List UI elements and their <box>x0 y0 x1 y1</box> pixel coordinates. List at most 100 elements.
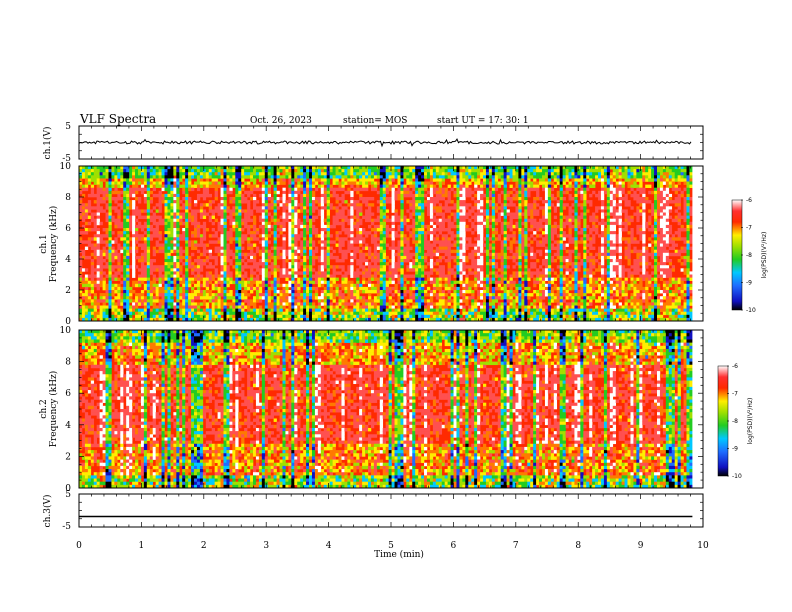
spectrogram-cell <box>397 262 401 266</box>
spectrogram-cell <box>441 249 445 254</box>
spectrogram-cell <box>152 172 156 176</box>
spectrogram-cell <box>108 218 112 223</box>
spectrogram-cell <box>394 311 398 316</box>
spectrogram-cell <box>191 293 195 297</box>
spectrogram-cell <box>309 209 313 213</box>
spectrogram-cell <box>314 249 319 254</box>
spectrogram-cell <box>320 190 325 195</box>
spectrogram-cell <box>382 224 386 229</box>
spectrogram-cell <box>202 317 207 321</box>
spectrogram-cell <box>332 317 336 321</box>
spectrogram-cell <box>111 283 115 288</box>
spectrogram-cell <box>108 166 112 170</box>
spectrogram-cell <box>412 218 416 223</box>
spectrogram-cell <box>450 243 454 247</box>
spectrogram-cell <box>196 293 201 297</box>
spectrogram-cell <box>356 206 360 210</box>
spectrogram-cell <box>397 228 401 232</box>
spectrogram-cell <box>164 209 168 213</box>
spectrogram-cell <box>208 293 213 297</box>
spectrogram-cell <box>444 283 448 288</box>
spectrogram-cell <box>341 277 345 281</box>
spectrogram-cell <box>170 265 174 269</box>
spectrogram-cell <box>182 166 186 170</box>
spectrogram-cell <box>79 293 83 297</box>
spectrogram-cell <box>303 215 307 219</box>
spectrogram-cell <box>120 197 124 201</box>
spectrogram-cell <box>415 293 419 297</box>
spectrogram-cell <box>220 246 224 250</box>
spectrogram-cell <box>99 175 103 179</box>
spectrogram-cell <box>359 252 363 257</box>
spectrogram-cell <box>182 280 186 285</box>
spectrogram-cell <box>199 314 204 319</box>
spectrogram-cell <box>379 224 384 229</box>
spectrogram-cell <box>196 280 201 285</box>
spectrogram-cell <box>161 290 165 294</box>
spectrogram-cell <box>415 218 419 223</box>
spectrogram-cell <box>244 221 248 226</box>
spectrogram-cell <box>123 231 127 235</box>
spectrogram-cell <box>93 237 97 241</box>
spectrogram-cell <box>244 290 248 294</box>
spectrogram-cell <box>285 308 289 312</box>
spectrogram-cell <box>235 243 239 247</box>
spectrogram-cell <box>108 299 112 303</box>
spectrogram-cell <box>388 265 392 269</box>
spectrogram-cell <box>406 252 410 257</box>
spectrogram-cell <box>317 311 322 316</box>
spectrogram-cell <box>90 218 95 223</box>
spectrogram-cell <box>409 274 413 278</box>
spectrogram-cell <box>170 317 174 321</box>
spectrogram-cell <box>196 178 201 182</box>
spectrogram-cell <box>140 234 145 238</box>
spectrogram-cell <box>418 178 422 182</box>
spectrogram-cell <box>297 209 301 213</box>
spectrogram-cell <box>350 271 354 275</box>
spectrogram-cell <box>279 224 283 229</box>
spectrogram-cell <box>108 184 112 188</box>
spectrogram-cell <box>108 228 112 232</box>
spectrogram-cell <box>382 243 386 247</box>
spectrogram-cell <box>447 255 451 260</box>
spectrogram-cell <box>362 259 366 263</box>
spectrogram-cell <box>238 212 242 216</box>
spectrogram-cell <box>261 237 266 241</box>
spectrogram-cell <box>205 302 210 306</box>
spectrogram-cell <box>211 234 215 238</box>
spectrogram-cell <box>394 197 398 201</box>
spectrogram-cell <box>418 262 422 266</box>
spectrogram-cell <box>167 302 171 306</box>
spectrogram-cell <box>149 184 154 188</box>
spectrogram-cell <box>217 172 221 176</box>
spectrogram-cell <box>429 293 434 297</box>
spectrogram-cell <box>182 190 186 195</box>
spectrogram-cell <box>400 178 404 182</box>
spectrogram-cell <box>429 252 434 257</box>
spectrogram-cell <box>123 308 127 312</box>
spectrogram-cell <box>421 255 425 260</box>
spectrogram-cell <box>326 203 330 207</box>
spectrogram-cell <box>279 296 283 300</box>
spectrogram-cell <box>229 290 233 294</box>
spectrogram-cell <box>149 200 154 204</box>
spectrogram-cell <box>241 172 245 176</box>
spectrogram-cell <box>320 249 325 254</box>
spectrogram-cell <box>217 290 221 294</box>
spectrogram-cell <box>117 190 121 195</box>
spectrogram-cell <box>418 231 422 235</box>
spectrogram-cell <box>158 209 162 213</box>
spectrogram-cell <box>432 240 437 244</box>
spectrogram-cell <box>418 296 422 300</box>
spectrogram-cell <box>438 305 443 309</box>
spectrogram-cell <box>126 166 130 170</box>
chart-start-time: start UT = 17: 30: 1 <box>437 116 529 126</box>
spectrogram-cell <box>185 178 189 182</box>
spectrogram-cell <box>279 203 283 207</box>
spectrogram-cell <box>421 293 425 297</box>
spectrogram-cell <box>132 268 136 272</box>
spectrogram-cell <box>338 249 342 254</box>
spectrogram-cell <box>226 308 230 312</box>
spectrogram-cell <box>400 296 404 300</box>
spectrogram-cell <box>143 193 148 198</box>
